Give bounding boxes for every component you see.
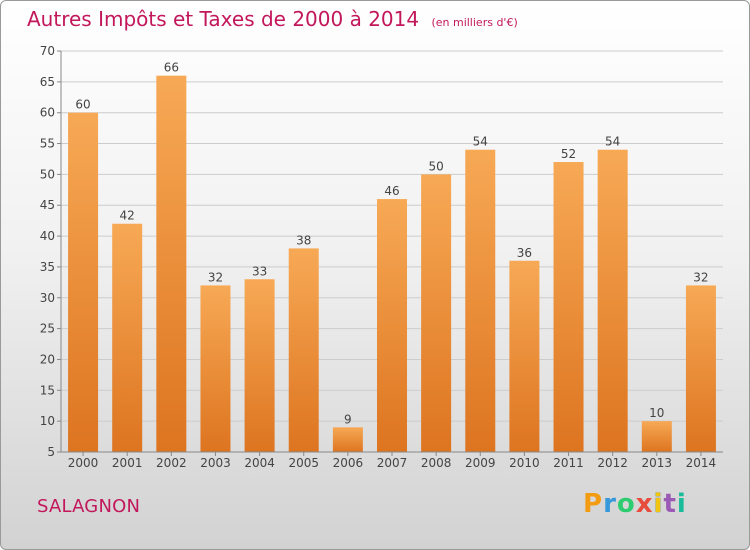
logo-letter: o [616, 489, 636, 519]
x-tick-label: 2002 [156, 456, 187, 470]
y-tick-label: 15 [40, 383, 55, 397]
bar-value-label: 50 [428, 159, 443, 173]
x-tick-label: 2013 [642, 456, 673, 470]
logo-letter: r [603, 489, 617, 519]
x-tick-label: 2003 [200, 456, 231, 470]
bar [421, 174, 452, 452]
x-tick-label: 2010 [509, 456, 540, 470]
bar [112, 223, 143, 452]
x-tick-label: 2005 [288, 456, 319, 470]
logo-letter: x [635, 489, 654, 519]
y-tick-label: 55 [40, 137, 55, 151]
chart-title: Autres Impôts et Taxes de 2000 à 2014 (e… [27, 7, 518, 31]
bar-value-label: 60 [75, 98, 90, 112]
y-tick-label: 40 [40, 229, 55, 243]
bar [597, 149, 628, 452]
x-tick-label: 2012 [597, 456, 628, 470]
bar [68, 112, 99, 452]
x-tick-label: 2001 [112, 456, 143, 470]
x-tick-label: 2000 [68, 456, 99, 470]
bars-group: 60 42 66 32 33 38 9 46 50 54 36 52 54 10 32 [68, 61, 716, 453]
x-tick-label: 2009 [465, 456, 496, 470]
x-tick-label: 2008 [421, 456, 452, 470]
bar [553, 162, 584, 453]
axes: 5 10 15 20 25 30 35 40 45 50 55 60 65 70 2000 2001 2002 2… [40, 44, 723, 470]
bar [685, 285, 716, 452]
bar-value-label: 54 [605, 135, 620, 149]
y-tick-label: 25 [40, 322, 55, 336]
y-tick-label: 45 [40, 198, 55, 212]
bar-value-label: 66 [164, 61, 179, 75]
x-tick-label: 2007 [377, 456, 408, 470]
bar [465, 149, 496, 452]
commune-name: SALAGNON [37, 496, 141, 517]
y-tick-label: 5 [47, 445, 55, 459]
y-tick-label: 50 [40, 167, 55, 181]
x-tick-label: 2006 [333, 456, 364, 470]
chart-title-text: Autres Impôts et Taxes de 2000 à 2014 [27, 7, 420, 31]
y-tick-label: 30 [40, 291, 55, 305]
bar-value-label: 42 [120, 209, 135, 223]
chart-unit-label: (en milliers d'€) [431, 16, 518, 29]
bar-value-label: 46 [384, 184, 399, 198]
y-tick-label: 35 [40, 260, 55, 274]
bar-value-label: 38 [296, 233, 311, 247]
y-tick-label: 60 [40, 106, 55, 120]
proxiti-logo[interactable]: Proxiti [583, 489, 687, 519]
x-tick-label: 2004 [244, 456, 275, 470]
bar [377, 199, 407, 452]
y-tick-label: 65 [40, 75, 55, 89]
bar-value-label: 32 [693, 270, 708, 284]
x-tick-label: 2014 [686, 456, 717, 470]
logo-letter: t [663, 489, 677, 519]
bar [288, 248, 319, 452]
bar-value-label: 32 [208, 270, 223, 284]
y-tick-label: 10 [40, 414, 55, 428]
bar [200, 285, 231, 452]
bar [332, 427, 363, 452]
logo-letter: i [676, 489, 687, 519]
bar-value-label: 33 [252, 264, 267, 278]
y-tick-label: 70 [40, 44, 55, 58]
x-tick-label: 2011 [553, 456, 584, 470]
bar-value-label: 36 [517, 246, 532, 260]
bar [509, 260, 540, 452]
logo-letter: i [653, 489, 664, 519]
bar-value-label: 54 [473, 135, 488, 149]
bar [156, 75, 187, 452]
logo-letter: P [583, 489, 604, 519]
bar-value-label: 52 [561, 147, 576, 161]
bar [641, 421, 672, 452]
bar [244, 279, 275, 452]
y-tick-label: 20 [40, 352, 55, 366]
bar-value-label: 9 [344, 412, 352, 426]
bar-value-label: 10 [649, 406, 664, 420]
